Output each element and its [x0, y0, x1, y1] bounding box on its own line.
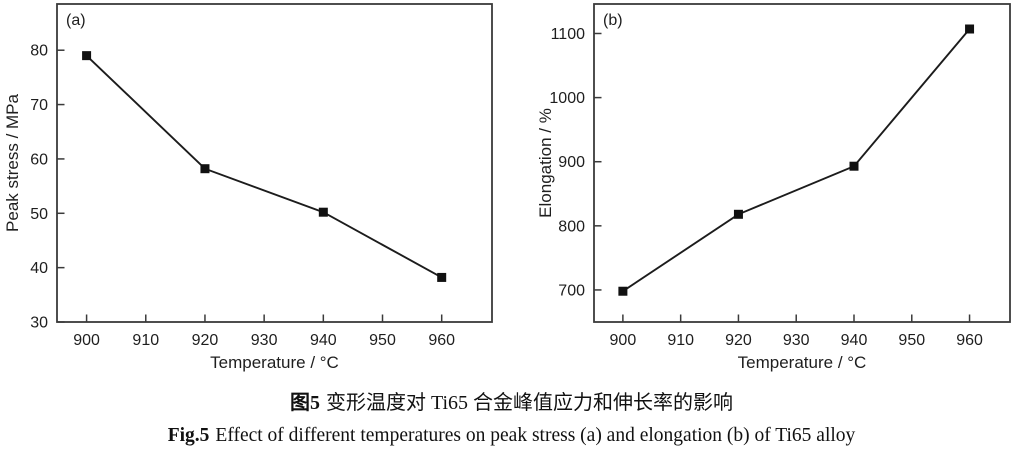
- x-tick-label: 960: [956, 332, 983, 349]
- data-point-marker: [965, 24, 975, 34]
- data-point-marker: [82, 51, 92, 61]
- x-tick-label: 940: [310, 332, 337, 349]
- data-point-marker: [849, 161, 859, 171]
- x-tick-label: 940: [841, 332, 868, 349]
- x-tick-label: 920: [192, 332, 219, 349]
- y-tick-label: 1000: [549, 90, 585, 107]
- y-tick-label: 30: [30, 315, 48, 332]
- data-point-marker: [200, 164, 210, 174]
- x-tick-label: 900: [73, 332, 100, 349]
- y-tick-label: 60: [30, 151, 48, 168]
- figure-caption: 图5 变形温度对 Ti65 合金峰值应力和伸长率的影响 Fig.5 Effect o…: [0, 389, 1023, 449]
- data-point-marker: [733, 209, 743, 219]
- panel-label: (a): [66, 12, 86, 29]
- y-tick-label: 1100: [551, 26, 586, 43]
- x-tick-label: 930: [783, 332, 810, 349]
- x-tick-label: 910: [667, 332, 694, 349]
- chart-elongation: 900 910 920 930 940 950 960 700 800 900 1000 1100 Te…: [536, 3, 1011, 372]
- y-axis-label: Elongation / %: [536, 108, 555, 218]
- panel-label: (b): [603, 12, 623, 29]
- x-axis-label: Temperature / °C: [210, 353, 339, 372]
- caption-zh: 图5 变形温度对 Ti65 合金峰值应力和伸长率的影响: [0, 389, 1023, 417]
- x-tick-label: 950: [898, 332, 925, 349]
- x-tick-label: 930: [251, 332, 278, 349]
- y-tick-label: 800: [558, 218, 585, 235]
- y-tick-label: 50: [30, 206, 48, 223]
- y-tick-label: 40: [30, 260, 48, 277]
- x-axis-label: Temperature / °C: [738, 353, 867, 372]
- caption-zh-label: 图5: [289, 392, 320, 414]
- x-tick-label: 950: [369, 332, 396, 349]
- plot-border: [56, 3, 493, 323]
- plot-border: [593, 3, 1011, 323]
- chart-peak-stress: 900 910 920 930 940 950 960 30 40 50 60 70 80 Tempera…: [3, 3, 493, 372]
- caption-en-label: Fig.5: [167, 425, 210, 446]
- data-point-marker: [318, 207, 328, 217]
- caption-en-text: Effect of different temperatures on peak…: [215, 425, 856, 446]
- caption-en: Fig.5 Effect of different temperatures on…: [0, 422, 1023, 449]
- x-tick-label: 910: [132, 332, 159, 349]
- data-line: [85, 54, 443, 279]
- x-tick-label: 960: [428, 332, 455, 349]
- caption-zh-text: 变形温度对 Ti65 合金峰值应力和伸长率的影响: [325, 392, 734, 414]
- y-axis-label: Peak stress / MPa: [3, 93, 22, 231]
- x-tick-label: 900: [610, 332, 637, 349]
- y-tick-label: 70: [30, 97, 48, 114]
- x-tick-label: 920: [725, 332, 752, 349]
- data-point-marker: [437, 272, 447, 282]
- y-tick-label: 700: [558, 282, 585, 299]
- y-tick-label: 80: [30, 43, 48, 60]
- data-point-marker: [618, 286, 628, 296]
- data-line: [622, 28, 971, 293]
- y-tick-label: 900: [558, 154, 585, 171]
